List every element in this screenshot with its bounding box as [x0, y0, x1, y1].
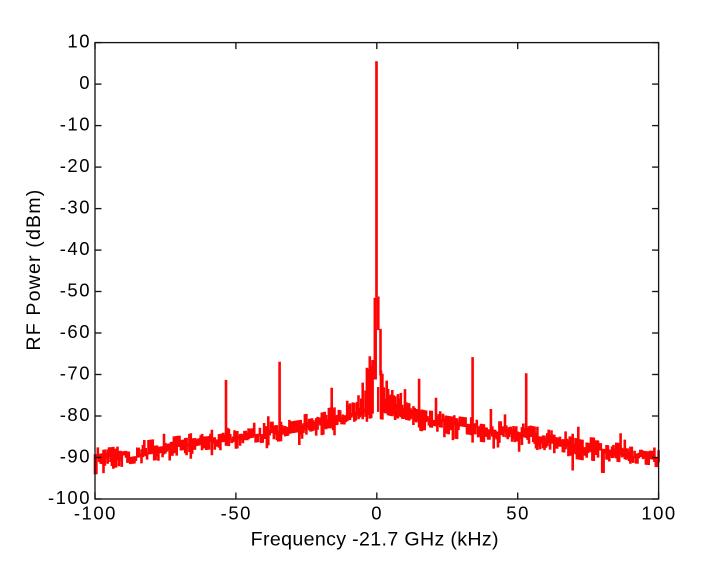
svg-text:-20: -20 [60, 155, 91, 176]
svg-text:-50: -50 [60, 280, 91, 301]
svg-text:10: 10 [67, 31, 91, 52]
svg-text:-50: -50 [221, 503, 252, 524]
svg-text:0: 0 [371, 503, 383, 524]
svg-text:-70: -70 [60, 363, 91, 384]
svg-text:0: 0 [79, 72, 91, 93]
svg-text:-80: -80 [60, 404, 91, 425]
svg-text:-60: -60 [60, 321, 91, 342]
svg-text:-100: -100 [48, 487, 91, 508]
svg-text:Frequency -21.7 GHz (kHz): Frequency -21.7 GHz (kHz) [251, 528, 499, 550]
svg-text:-30: -30 [60, 197, 91, 218]
svg-text:-40: -40 [60, 238, 91, 259]
svg-text:-100: -100 [74, 503, 117, 524]
svg-text:RF Power (dBm): RF Power (dBm) [23, 189, 45, 351]
svg-text:-10: -10 [60, 114, 91, 135]
svg-text:50: 50 [506, 503, 530, 524]
svg-text:100: 100 [641, 503, 676, 524]
svg-text:-90: -90 [60, 446, 91, 467]
